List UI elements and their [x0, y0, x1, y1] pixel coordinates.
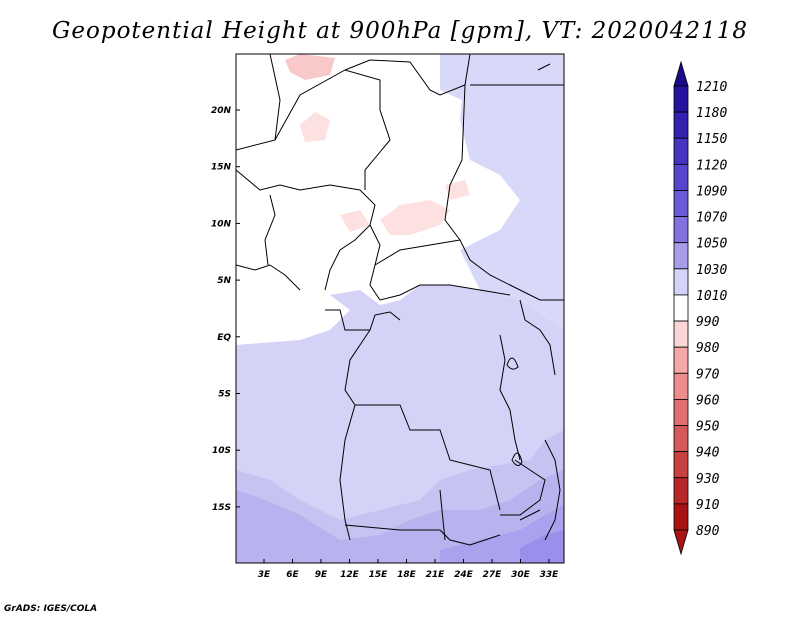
border-line — [439, 489, 446, 541]
border-line — [236, 264, 301, 291]
colorbar-bottom-arrow — [673, 529, 689, 556]
colorbar-label: 1070 — [696, 211, 727, 226]
lat-label: 10S — [212, 446, 231, 456]
lon-label: 24E — [454, 570, 474, 580]
colorbar-label: 1120 — [696, 158, 727, 173]
lake-outline — [506, 357, 519, 370]
country-borders — [236, 54, 564, 546]
lat-label: 10N — [211, 219, 232, 229]
colorbar-swatch — [673, 477, 689, 505]
colorbar-label: 1090 — [696, 184, 727, 199]
field-pink-north — [285, 54, 335, 80]
colorbar-swatch — [673, 85, 689, 113]
border-line — [274, 69, 391, 190]
field-south-lavender-4 — [520, 530, 564, 563]
colorbar-swatch — [673, 242, 689, 270]
colorbar-label: 980 — [696, 341, 720, 356]
colorbar-label: 910 — [696, 498, 720, 513]
colorbar: 1210 1180 1150 1120 1090 1070 1050 1030 1010 990 9… — [673, 60, 727, 556]
colorbar-label: 970 — [696, 367, 720, 382]
border-line — [236, 169, 376, 226]
field-pink-patch-3 — [340, 210, 370, 232]
border-line — [544, 439, 561, 541]
colorbar-swatch — [673, 346, 689, 374]
colorbar-label: 1030 — [696, 263, 727, 278]
height-field — [236, 54, 564, 563]
lat-label: 15N — [211, 163, 232, 173]
colorbar-label: 1010 — [696, 289, 727, 304]
lake-outline — [537, 63, 551, 71]
colorbar-swatch — [673, 503, 689, 531]
border-line — [500, 459, 546, 516]
border-line — [236, 54, 281, 151]
lon-label: 21E — [426, 570, 446, 580]
lon-label: 3E — [258, 570, 271, 580]
colorbar-swatch — [673, 216, 689, 244]
lat-label: 5S — [218, 390, 231, 400]
field-pink-patch-4 — [445, 180, 470, 200]
grads-credit: GrADS: IGES/COLA — [4, 604, 98, 614]
border-line — [444, 84, 564, 301]
lat-label: 15S — [212, 503, 231, 513]
colorbar-swatch — [673, 163, 689, 191]
chart-title: Geopotential Height at 900hPa [gpm], VT:… — [52, 18, 748, 44]
colorbar-label: 1180 — [696, 106, 727, 121]
border-line — [324, 224, 371, 291]
lon-label: 6E — [286, 570, 299, 580]
colorbar-swatch — [673, 372, 689, 400]
lon-label: 9E — [315, 570, 328, 580]
lon-label: 30E — [511, 570, 531, 580]
lon-label: 27E — [483, 570, 503, 580]
border-line — [344, 329, 501, 511]
border-line — [499, 334, 521, 461]
field-pink-patch-2 — [380, 200, 450, 235]
lon-label: 15E — [369, 570, 389, 580]
colorbar-swatch — [673, 137, 689, 165]
latitude-axis: 20N 15N 10N 5N EQ 5S 10S 15S — [211, 106, 240, 513]
border-line — [519, 299, 556, 376]
border-line — [264, 194, 276, 266]
colorbar-swatch — [673, 268, 689, 296]
colorbar-swatch — [673, 425, 689, 453]
colorbar-swatch — [673, 111, 689, 139]
colorbar-label: 930 — [696, 472, 720, 487]
lon-label: 12E — [340, 570, 360, 580]
lon-label: 33E — [540, 570, 560, 580]
colorbar-swatch — [673, 399, 689, 426]
colorbar-label: 960 — [696, 393, 720, 408]
lat-label: EQ — [217, 333, 231, 343]
colorbar-swatch — [673, 294, 689, 322]
lat-label: 20N — [211, 106, 232, 116]
colorbar-label: 940 — [696, 446, 720, 461]
lake-outline — [511, 452, 523, 466]
map-frame — [235, 53, 565, 564]
colorbar-label: 1050 — [696, 237, 727, 252]
border-line — [374, 239, 461, 266]
colorbar-label: 1210 — [696, 80, 727, 95]
colorbar-swatch — [673, 190, 689, 217]
colorbar-label: 890 — [696, 524, 720, 539]
colorbar-top-arrow — [673, 60, 689, 87]
colorbar-label: 1150 — [696, 132, 727, 147]
lat-label: 5N — [217, 276, 231, 286]
lon-label: 18E — [397, 570, 417, 580]
colorbar-label: 990 — [696, 315, 720, 330]
border-line — [379, 284, 511, 301]
lake-outline — [519, 509, 541, 521]
colorbar-swatch — [673, 320, 689, 348]
colorbar-label: 950 — [696, 420, 720, 435]
border-line — [339, 404, 356, 541]
field-pink-patch-1 — [300, 112, 330, 142]
colorbar-swatch — [673, 451, 689, 479]
longitude-axis: 3E 6E 9E 12E 15E 18E 21E 24E 27E 30E 33E — [258, 559, 559, 580]
